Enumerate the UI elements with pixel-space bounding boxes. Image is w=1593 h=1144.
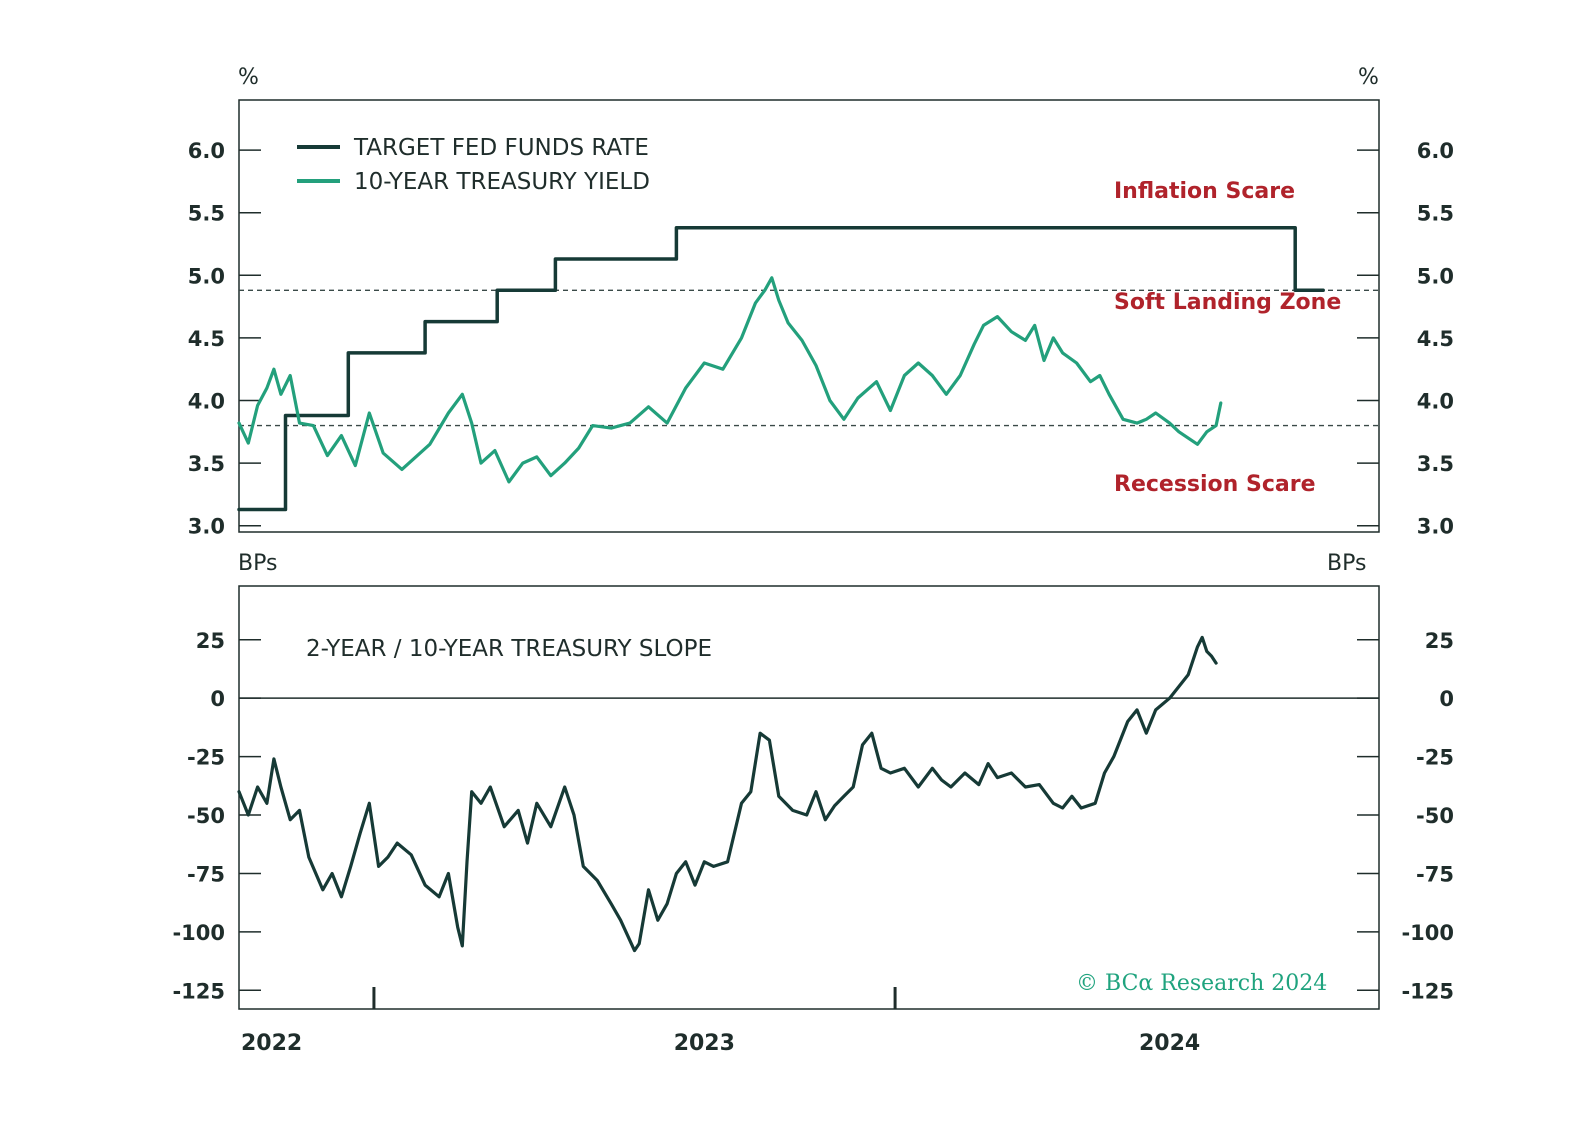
legend-label-fed-funds: TARGET FED FUNDS RATE <box>353 135 649 161</box>
top-right-tick-label: 4.0 <box>1417 390 1454 414</box>
top-right-tick-label: 3.5 <box>1417 452 1454 476</box>
bottom-left-tick-label: 0 <box>210 687 225 711</box>
top-y-axis: 3.0 3.0 3.5 3.5 4.0 4.0 4.5 4.5 5.0 5.0 5.5 5.5 6.0 6… <box>188 139 1454 539</box>
top-right-tick-label: 5.5 <box>1417 202 1454 226</box>
bottom-left-tick-label: 25 <box>196 629 225 653</box>
bottom-right-unit: BPs <box>1327 551 1366 576</box>
top-right-tick-label: 5.0 <box>1417 264 1454 288</box>
top-right-unit: % <box>1358 65 1379 90</box>
bottom-left-tick-label: -50 <box>187 804 225 828</box>
top-series-0-line <box>237 225 1325 512</box>
x-tick-label: 2022 <box>241 1031 302 1056</box>
top-right-tick-label: 4.5 <box>1417 327 1454 351</box>
top-left-tick-label: 3.5 <box>188 452 225 476</box>
top-right-tick-label: 6.0 <box>1417 139 1454 163</box>
top-left-tick-label: 6.0 <box>188 139 225 163</box>
bottom-left-tick-label: -125 <box>172 979 225 1003</box>
copyright: © BCα Research 2024 <box>1076 971 1327 996</box>
top-left-tick-label: 4.5 <box>188 327 225 351</box>
x-tick-label: 2023 <box>674 1031 735 1056</box>
bottom-series-0-line <box>237 635 1218 953</box>
bottom-left-tick-label: -100 <box>172 921 225 945</box>
top-left-tick-label: 5.5 <box>188 202 225 226</box>
annotation-soft-landing-zone: Soft Landing Zone <box>1114 290 1341 315</box>
bottom-right-tick-label: -25 <box>1416 746 1454 770</box>
top-left-unit: % <box>238 65 259 90</box>
annotation-inflation-scare: Inflation Scare <box>1114 179 1295 204</box>
bottom-right-tick-label: -50 <box>1416 804 1454 828</box>
legend-label-10y-yield: 10-YEAR TREASURY YIELD <box>354 169 650 195</box>
bottom-left-unit: BPs <box>238 551 277 576</box>
x-axis: 2022 2023 2024 <box>241 987 1200 1056</box>
bottom-series-group <box>237 635 1218 953</box>
top-left-tick-label: 3.0 <box>188 515 225 539</box>
bottom-left-tick-label: -25 <box>187 746 225 770</box>
top-left-tick-label: 5.0 <box>188 264 225 288</box>
x-tick-label: 2024 <box>1139 1031 1200 1056</box>
bottom-right-tick-label: -100 <box>1401 921 1454 945</box>
bottom-y-axis: -125 -125 -100 -100 -75 -75 -50 -50 -25 -25 0 0 25 25 <box>172 629 1454 1004</box>
bottom-right-tick-label: 25 <box>1425 629 1454 653</box>
top-series-1-line <box>237 276 1223 484</box>
bottom-panel-frame <box>238 585 1380 1010</box>
top-reference-lines <box>239 289 1379 427</box>
top-series-group <box>237 225 1325 512</box>
annotation-recession-scare: Recession Scare <box>1114 472 1316 497</box>
bottom-right-tick-label: 0 <box>1439 687 1454 711</box>
bottom-right-tick-label: -75 <box>1416 862 1454 886</box>
top-panel-frame <box>238 99 1380 533</box>
bottom-right-tick-label: -125 <box>1401 979 1454 1003</box>
bottom-left-tick-label: -75 <box>187 862 225 886</box>
top-right-tick-label: 3.0 <box>1417 515 1454 539</box>
top-left-tick-label: 4.0 <box>188 390 225 414</box>
bottom-panel-title: 2-YEAR / 10-YEAR TREASURY SLOPE <box>306 636 712 662</box>
